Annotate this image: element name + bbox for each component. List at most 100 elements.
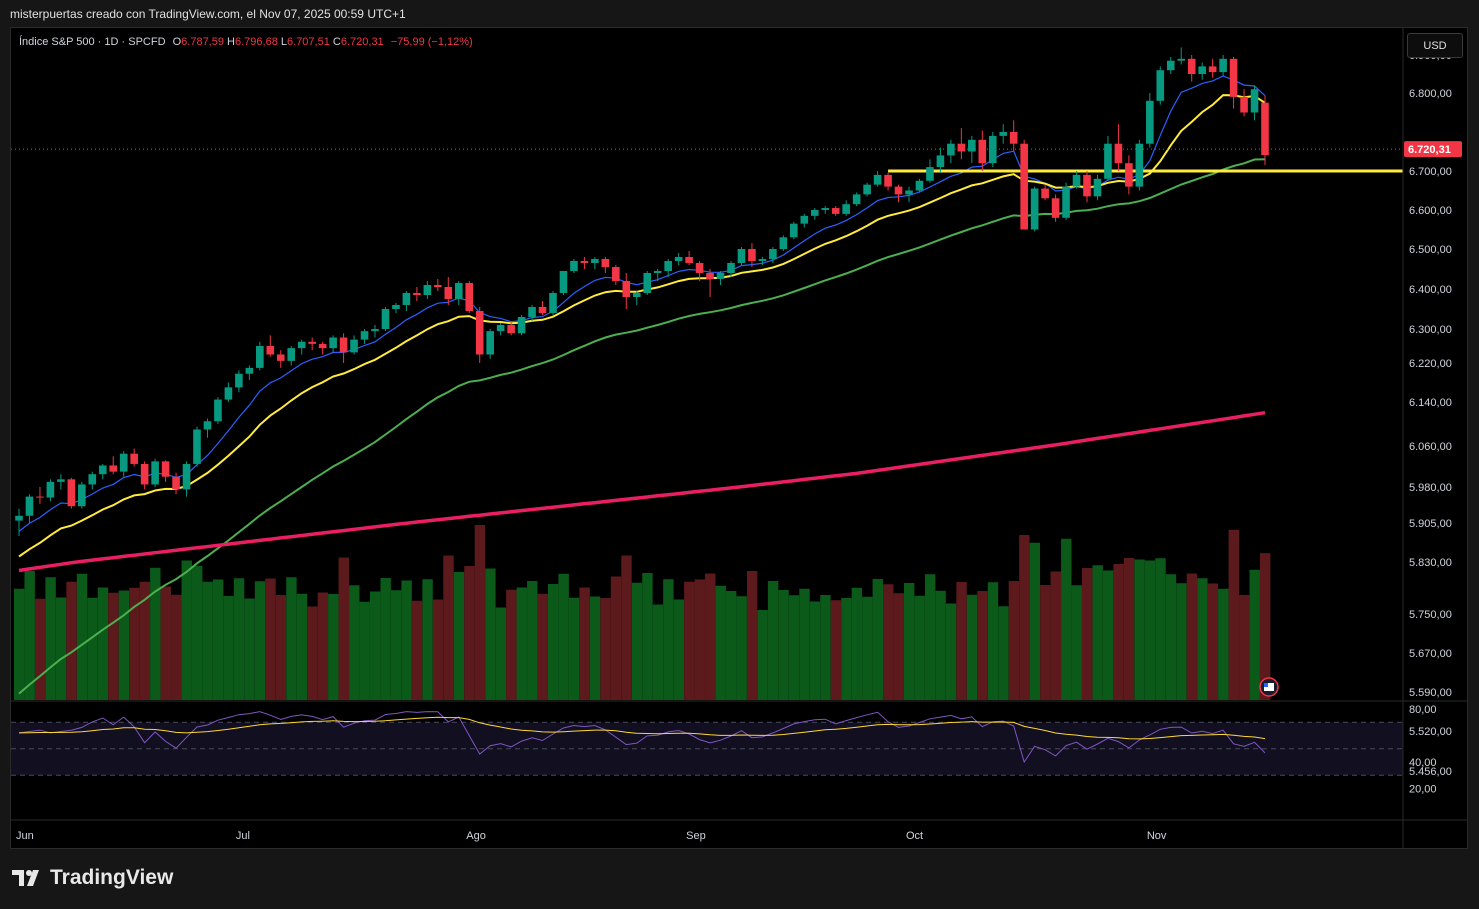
candle-body <box>947 143 955 156</box>
candle-body <box>350 339 358 353</box>
currency-button[interactable]: USD <box>1407 33 1463 58</box>
candle-body <box>1009 132 1018 144</box>
volume-bar <box>87 597 98 700</box>
price-chart-svg[interactable]: 6.900,006.800,006.700,006.600,006.500,00… <box>11 28 1467 848</box>
volume-bar <box>1186 573 1198 700</box>
candle-body <box>67 479 76 507</box>
tradingview-logo[interactable]: TradingView <box>12 866 173 890</box>
candle-body <box>475 311 484 355</box>
candle-body <box>1041 188 1049 199</box>
volume-bar <box>14 588 25 700</box>
rsi-line <box>18 711 1266 764</box>
candle-body <box>727 263 735 273</box>
volume-bar <box>307 606 318 700</box>
volume-bar <box>171 594 182 700</box>
price-axis-label: 6.140,00 <box>1409 397 1452 409</box>
candle-body <box>758 259 767 261</box>
high-label: H <box>227 36 235 48</box>
candle-body <box>988 135 997 164</box>
candle-body <box>842 204 850 214</box>
volume-bar <box>998 606 1009 700</box>
time-axis-label: Nov <box>1147 830 1167 842</box>
volume-bar <box>453 572 465 700</box>
chart-caption: misterpuertas creado con TradingView.com… <box>10 7 406 21</box>
volume-bar <box>212 579 224 700</box>
volume-bar <box>380 578 391 700</box>
volume-bar <box>254 581 266 700</box>
candle-body <box>873 174 882 185</box>
volume-bar <box>1228 529 1239 700</box>
ema-fast-line <box>18 75 1266 532</box>
volume-bar <box>359 601 370 700</box>
volume-bar <box>495 607 507 700</box>
candle-body <box>1135 143 1144 187</box>
volume-bar <box>924 574 936 700</box>
volume-bar <box>24 571 35 700</box>
volume-bar <box>1249 569 1260 700</box>
volume-bar <box>726 591 737 700</box>
volume-bar <box>589 596 601 700</box>
volume-bar <box>401 580 412 700</box>
candle-body <box>978 139 987 164</box>
volume-bar <box>34 598 46 700</box>
volume-bar <box>485 568 496 700</box>
volume-bar <box>746 571 758 700</box>
candle-body <box>266 346 275 355</box>
candle-body <box>632 293 641 297</box>
volume-bar <box>548 584 559 700</box>
volume-bar <box>1019 535 1030 700</box>
volume-bar <box>160 586 171 700</box>
current-price-label: 6.720,31 <box>1408 144 1451 156</box>
candle-body <box>612 267 620 281</box>
volume-bar <box>432 599 444 700</box>
price-axis: 6.900,006.800,006.700,006.600,006.500,00… <box>1409 50 1452 778</box>
candle-body <box>193 429 201 464</box>
candle-body <box>360 331 369 340</box>
volume-bar <box>956 582 967 700</box>
candle-body <box>245 367 254 374</box>
volume-bar <box>621 555 632 700</box>
candle-body <box>884 174 892 187</box>
volume-bar <box>464 566 475 700</box>
candle-body <box>235 373 243 388</box>
candle-body <box>1156 70 1165 101</box>
chart-container[interactable]: 6.900,006.800,006.700,006.600,006.500,00… <box>10 27 1468 849</box>
volume-bar <box>715 585 726 700</box>
volume-bar <box>1029 542 1041 700</box>
candle-body <box>570 261 578 271</box>
candle-body <box>674 257 683 261</box>
candle-body <box>161 461 170 477</box>
candle-body <box>78 484 86 507</box>
candle-body <box>339 337 348 353</box>
volume-bar <box>893 593 904 700</box>
price-axis-label: 6.600,00 <box>1409 205 1452 217</box>
price-axis-label: 5.905,00 <box>1409 518 1452 530</box>
candle-body <box>224 387 233 400</box>
candle-body <box>779 237 788 249</box>
candles-layer <box>15 47 1269 536</box>
tradingview-logo-icon <box>12 870 39 886</box>
candle-body <box>1114 143 1123 164</box>
price-axis-label: 6.400,00 <box>1409 284 1452 296</box>
candle-body <box>182 463 191 490</box>
volume-bar <box>390 590 402 700</box>
volume-bar <box>987 582 999 700</box>
candle-body <box>643 273 652 293</box>
candle-body <box>538 307 547 313</box>
time-axis-label: Jun <box>16 830 34 842</box>
volume-bar <box>338 557 349 700</box>
candle-body <box>831 208 840 214</box>
price-axis-label: 6.300,00 <box>1409 324 1452 336</box>
volume-bar <box>610 576 622 700</box>
candle-body <box>528 307 536 317</box>
ohlc-legend: Índice S&P 500 · 1D · SPCFD O6.787,59 H6… <box>19 36 473 48</box>
candle-body <box>1093 178 1102 197</box>
candle-body <box>1187 58 1196 74</box>
candle-body <box>769 249 777 259</box>
volume-bar <box>118 590 130 700</box>
candle-body <box>800 215 809 224</box>
volume-bar <box>129 587 140 700</box>
price-axis-label: 6.500,00 <box>1409 244 1452 256</box>
volume-bar <box>673 599 685 700</box>
volume-bar <box>558 573 569 700</box>
